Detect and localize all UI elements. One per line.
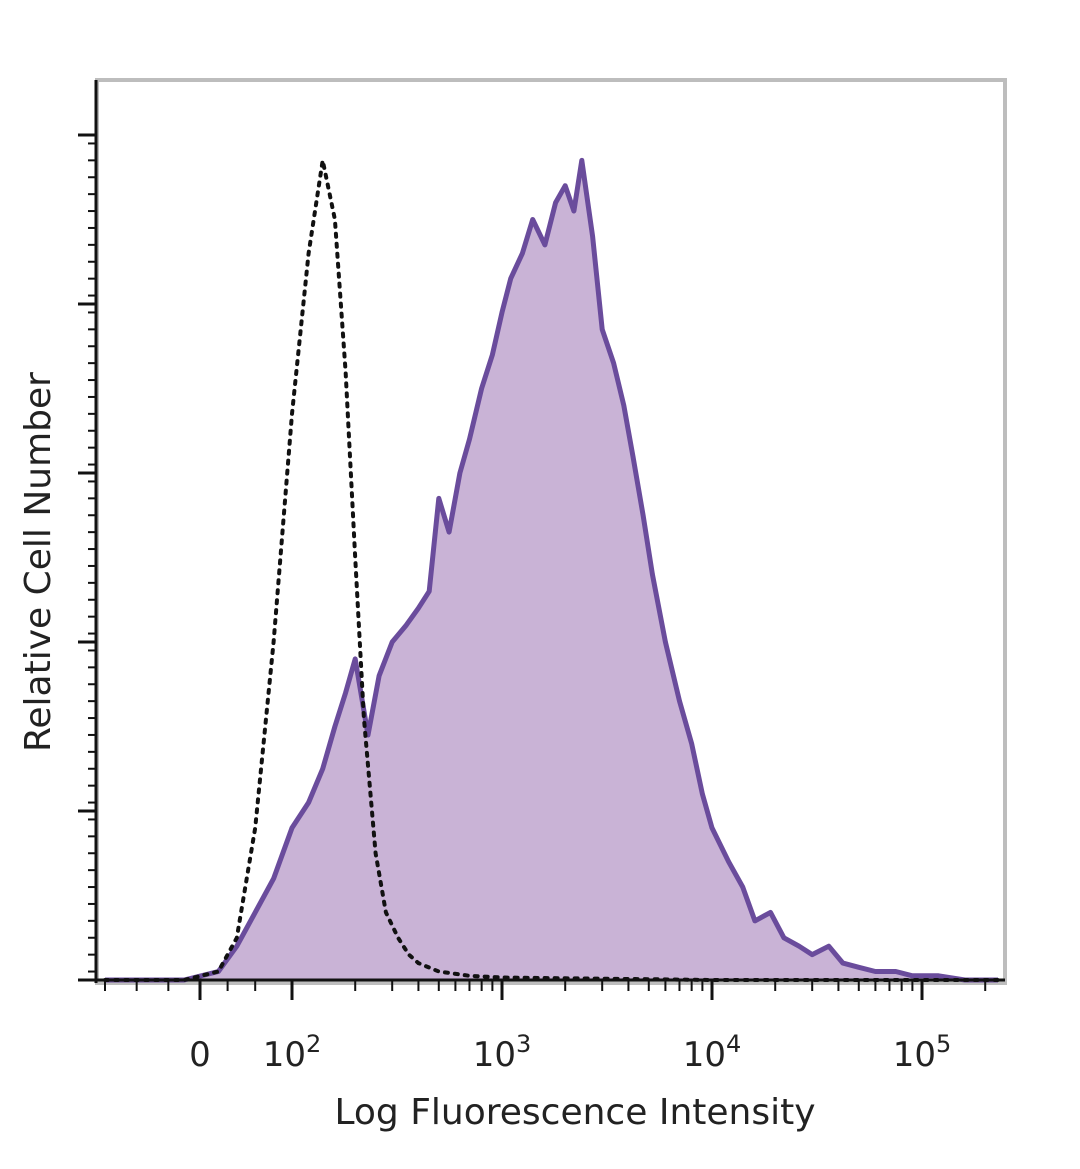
y-axis-title: Relative Cell Number [18, 372, 59, 752]
x-tick-label-base: 10 [263, 1035, 306, 1075]
stained-histogram-line [105, 157, 998, 983]
series-layer [103, 157, 1000, 983]
x-tick-label: 0 [189, 1035, 211, 1075]
control-histogram-line [103, 159, 1000, 982]
x-tick-label-exponent: 3 [516, 1030, 531, 1058]
x-tick-label-base: 10 [473, 1035, 516, 1075]
x-tick-label: 102 [263, 1030, 322, 1075]
x-tick-label-exponent: 2 [306, 1030, 321, 1058]
stained-histogram-fill [105, 160, 998, 980]
x-tick-label: 104 [683, 1030, 742, 1075]
x-tick-label-base: 0 [189, 1035, 211, 1075]
x-tick-label: 105 [893, 1030, 952, 1075]
x-ticks [104, 980, 987, 1000]
y-ticks [78, 133, 96, 982]
x-tick-label-exponent: 4 [726, 1030, 741, 1058]
x-tick-label-exponent: 5 [936, 1030, 951, 1058]
x-tick-label-base: 10 [683, 1035, 726, 1075]
x-tick-labels: 0 102 103 104 105 [189, 1030, 951, 1075]
x-axis-title: Log Fluorescence Intensity [334, 1092, 815, 1133]
x-tick-label-base: 10 [893, 1035, 936, 1075]
x-tick-label: 103 [473, 1030, 532, 1075]
